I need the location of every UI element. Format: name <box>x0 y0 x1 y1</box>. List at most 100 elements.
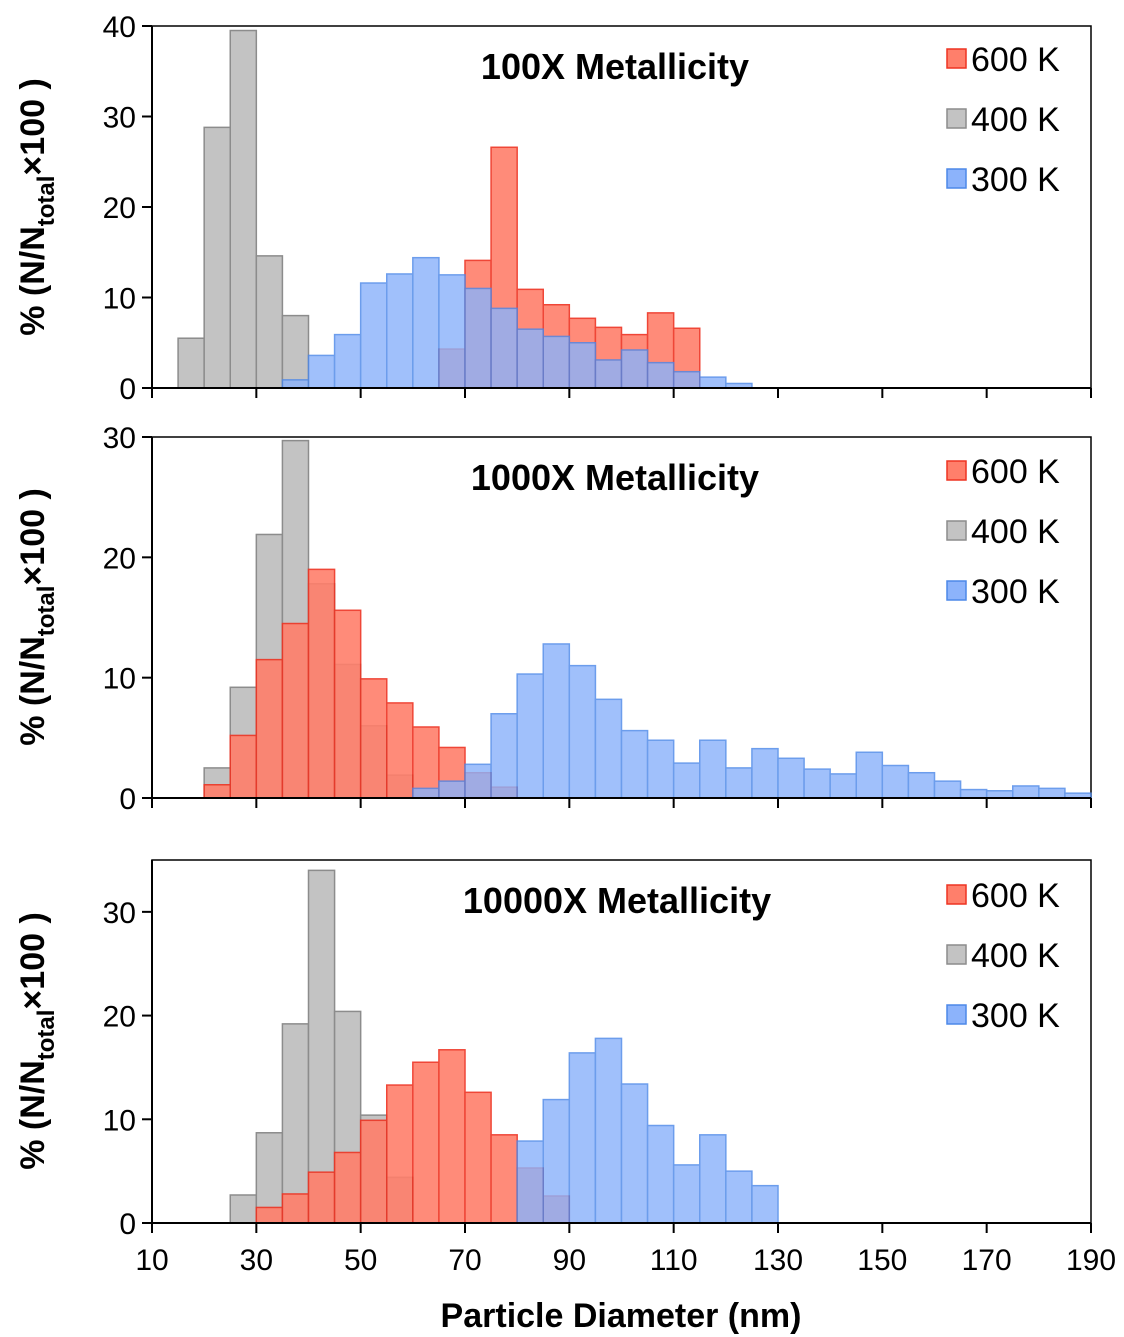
bar <box>359 678 388 799</box>
legend: 600 K 400 K 300 K <box>946 453 1060 611</box>
bar <box>594 1037 623 1224</box>
bar <box>516 673 545 799</box>
bar <box>751 747 779 799</box>
bar <box>281 379 310 389</box>
bar <box>985 790 1014 799</box>
y-tick-label: 10 <box>103 663 136 696</box>
legend-swatch <box>946 460 967 481</box>
bar <box>464 763 492 799</box>
panel-2: 0 10 20 30 1000X Metallicity 600 K 400 K 300 K%… <box>14 422 1092 816</box>
y-tick-label: 0 <box>119 783 136 816</box>
bar <box>412 726 440 799</box>
x-tick-label: 150 <box>857 1244 907 1277</box>
x-tick-label: 30 <box>240 1244 273 1277</box>
x-tick-label: 170 <box>962 1244 1012 1277</box>
x-axis-title: Particle Diameter (nm) <box>441 1297 802 1335</box>
bar <box>646 361 675 389</box>
bar <box>620 729 649 799</box>
bar <box>464 1091 492 1224</box>
bar <box>359 1119 388 1224</box>
bar <box>594 359 623 389</box>
legend-label: 300 K <box>971 161 1060 199</box>
bar <box>281 1193 310 1224</box>
legend-label: 400 K <box>971 937 1060 975</box>
legend-label: 600 K <box>971 41 1060 79</box>
legend-label: 300 K <box>971 997 1060 1035</box>
bar <box>855 751 884 799</box>
bar <box>568 1052 597 1224</box>
bar <box>881 764 910 799</box>
bar <box>516 328 545 389</box>
bar <box>725 767 753 799</box>
bar <box>542 643 571 799</box>
bar <box>959 788 988 799</box>
x-tick-label: 50 <box>344 1244 377 1277</box>
y-axis-title: % (N/Ntotal×100 ) <box>14 78 60 336</box>
legend-label: 400 K <box>971 513 1060 551</box>
bar <box>281 1023 310 1224</box>
y-tick-label: 30 <box>103 897 136 930</box>
bar <box>699 739 727 799</box>
panel-title: 10000X Metallicity <box>463 880 771 921</box>
bar <box>412 256 440 389</box>
series-600k <box>203 568 518 799</box>
legend: 600 K 400 K 300 K <box>946 41 1060 199</box>
bar <box>829 773 858 799</box>
x-tick-label: 110 <box>650 1244 698 1277</box>
bar <box>281 314 310 389</box>
x-tick-label: 90 <box>553 1244 586 1277</box>
bar <box>438 1049 466 1224</box>
bar <box>933 780 962 799</box>
bar <box>568 342 597 389</box>
bar <box>490 1134 518 1224</box>
bar <box>412 787 440 799</box>
bar <box>672 762 701 799</box>
bar <box>751 1184 779 1224</box>
bar <box>333 1151 362 1224</box>
bar <box>333 609 362 799</box>
panel-title: 100X Metallicity <box>481 46 749 87</box>
y-tick-label: 40 <box>103 11 136 44</box>
y-axis-title: % (N/Ntotal×100 ) <box>14 488 60 746</box>
series-300k <box>516 1037 779 1224</box>
bar <box>333 333 362 389</box>
legend-label: 400 K <box>971 101 1060 139</box>
bar <box>1012 785 1040 799</box>
legend-label: 600 K <box>971 877 1060 915</box>
legend-swatch <box>946 168 967 189</box>
y-tick-label: 20 <box>103 542 136 575</box>
bar <box>699 1134 727 1224</box>
x-tick-label: 70 <box>448 1244 481 1277</box>
bar <box>203 784 232 799</box>
bar <box>646 1124 675 1224</box>
bar <box>672 1164 701 1224</box>
legend-swatch <box>946 944 967 965</box>
y-tick-label: 30 <box>103 422 136 455</box>
bar <box>620 349 649 389</box>
y-tick-label: 0 <box>119 373 136 406</box>
bar <box>281 622 310 799</box>
panel-title: 1000X Metallicity <box>471 457 759 498</box>
bar <box>359 282 388 389</box>
bar <box>438 274 466 389</box>
bar <box>699 376 727 389</box>
bar <box>464 287 492 389</box>
y-tick-label: 10 <box>103 1104 136 1137</box>
bar <box>672 370 701 389</box>
legend-swatch <box>946 520 967 541</box>
bar <box>177 337 205 389</box>
panel-1: 0 10 20 30 40 100X Metallicity 600 K 400 K 300 K… <box>14 11 1092 406</box>
legend-swatch <box>946 884 967 905</box>
bar <box>803 768 831 799</box>
legend-label: 600 K <box>971 453 1060 491</box>
legend-swatch <box>946 580 967 601</box>
y-tick-label: 30 <box>103 102 136 135</box>
bar <box>777 757 805 799</box>
bar <box>542 335 571 389</box>
y-tick-label: 20 <box>103 1001 136 1034</box>
bar <box>542 1098 571 1224</box>
y-axis-title: % (N/Ntotal×100 ) <box>14 912 60 1170</box>
bar <box>620 1083 649 1224</box>
bar <box>229 1194 258 1224</box>
